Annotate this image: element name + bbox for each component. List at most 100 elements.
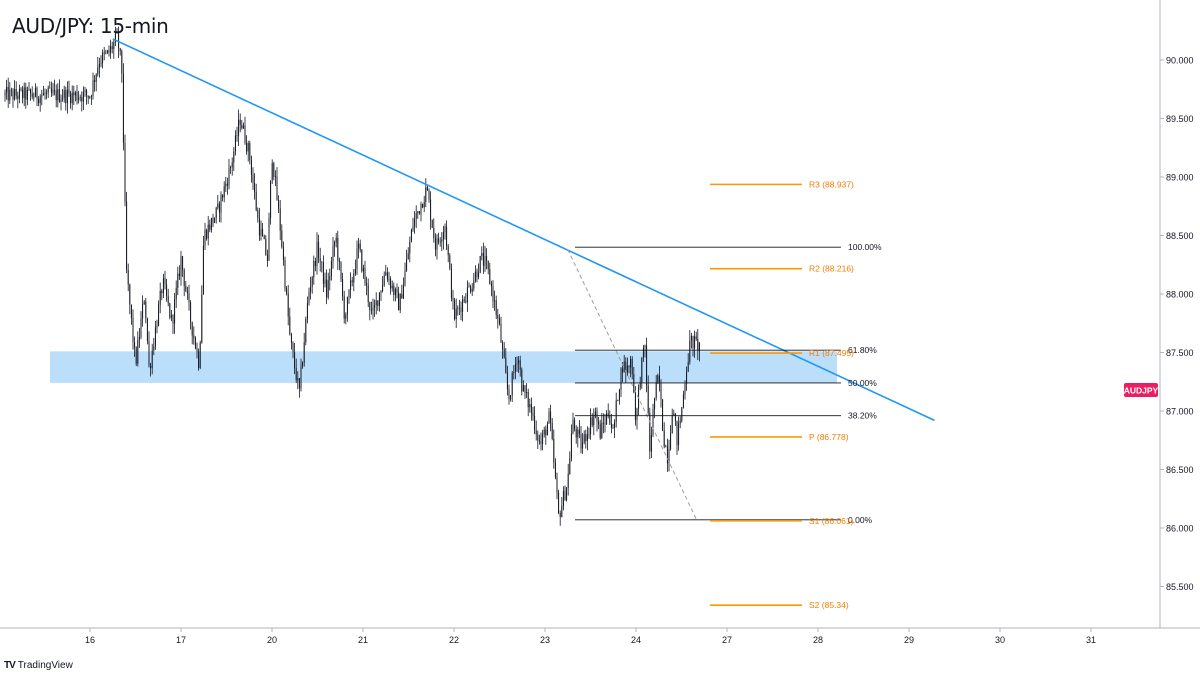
candle-body	[89, 96, 91, 98]
candle-body	[553, 439, 555, 463]
candle-body	[18, 89, 20, 99]
candle-body	[338, 260, 340, 262]
candle-body	[618, 390, 620, 401]
candle-body	[310, 286, 312, 292]
candle-body	[396, 289, 398, 293]
candle-body	[497, 315, 499, 319]
candle-body	[383, 275, 385, 286]
candle-body	[198, 351, 200, 369]
candle-body	[650, 434, 652, 452]
candle-body	[9, 89, 11, 101]
candle-body	[505, 357, 507, 373]
candle-body	[658, 375, 660, 384]
candle-body	[286, 288, 288, 294]
candle-body	[409, 241, 411, 254]
candle-body	[295, 367, 297, 381]
candle-body	[241, 124, 243, 129]
candle-body	[634, 392, 636, 421]
candle-body	[228, 168, 230, 186]
candle-body	[498, 318, 500, 324]
candle-body	[289, 316, 291, 334]
candle-body	[372, 307, 374, 311]
candle-body	[358, 243, 360, 249]
y-tick-label: 86.500	[1166, 465, 1194, 475]
candle-body	[692, 335, 694, 349]
candle-body	[674, 413, 676, 422]
candle-body	[6, 86, 8, 93]
candle-body	[545, 429, 547, 436]
candle-body	[575, 429, 577, 438]
candle-body	[510, 395, 512, 400]
candle-body	[324, 279, 326, 284]
candle-body	[220, 195, 222, 213]
candle-body	[665, 446, 667, 448]
candle-body	[506, 372, 508, 390]
candle-body	[276, 176, 278, 200]
candle-body	[17, 95, 19, 99]
candle-body	[391, 285, 393, 289]
candle-body	[601, 422, 603, 439]
candle-body	[303, 342, 305, 363]
candle-body	[367, 285, 369, 302]
candle-body	[41, 95, 43, 97]
candle-body	[586, 434, 588, 441]
candle-body	[682, 394, 684, 408]
candle-body	[50, 88, 52, 93]
candle-body	[225, 183, 227, 187]
candle-body	[167, 296, 169, 304]
candle-body	[54, 90, 56, 91]
candle-body	[330, 261, 332, 276]
candle-body	[687, 362, 689, 372]
candle-body	[370, 310, 372, 311]
candle-body	[678, 423, 680, 446]
candle-body	[265, 239, 267, 255]
candle-body	[185, 285, 187, 292]
candle-body	[602, 422, 604, 424]
chart-title: AUD/JPY: 15-min	[12, 14, 169, 38]
candle-body	[543, 429, 545, 435]
candle-body	[697, 338, 699, 352]
candle-body	[134, 341, 136, 348]
candle-body	[94, 80, 96, 82]
candle-body	[577, 429, 579, 438]
y-tick-label: 90.000	[1166, 56, 1194, 66]
candle-body	[361, 249, 363, 272]
candle-body	[588, 433, 590, 435]
candle-body	[406, 259, 408, 271]
candle-body	[119, 48, 121, 52]
candle-body	[188, 293, 190, 303]
candle-body	[450, 268, 452, 299]
tradingview-attribution[interactable]: TV TradingView	[4, 660, 73, 671]
candle-body	[631, 358, 633, 375]
candle-body	[22, 89, 24, 99]
candle-body	[476, 271, 478, 277]
candle-body	[519, 360, 521, 370]
candle-body	[81, 97, 83, 102]
candle-body	[63, 90, 65, 99]
candle-body	[615, 400, 617, 422]
tradingview-logo-icon: TV	[4, 660, 16, 671]
support-zone	[50, 351, 837, 383]
candle-body	[159, 290, 161, 305]
candle-body	[10, 89, 12, 91]
candle-body	[340, 261, 342, 280]
candle-body	[684, 384, 686, 395]
candle-body	[306, 302, 308, 320]
candle-body	[442, 231, 444, 240]
candle-body	[257, 210, 259, 218]
candle-body	[135, 347, 137, 364]
candle-body	[311, 277, 313, 287]
candle-body	[319, 258, 321, 262]
candle-body	[239, 119, 241, 125]
candle-body	[641, 357, 643, 383]
candle-body	[530, 404, 532, 413]
candle-body	[318, 241, 320, 259]
candle-body	[569, 458, 571, 474]
candle-body	[655, 382, 657, 398]
candle-body	[329, 275, 331, 281]
candle-body	[196, 348, 198, 352]
candle-body	[449, 255, 451, 269]
candle-body	[132, 318, 134, 342]
candle-body	[15, 89, 17, 96]
